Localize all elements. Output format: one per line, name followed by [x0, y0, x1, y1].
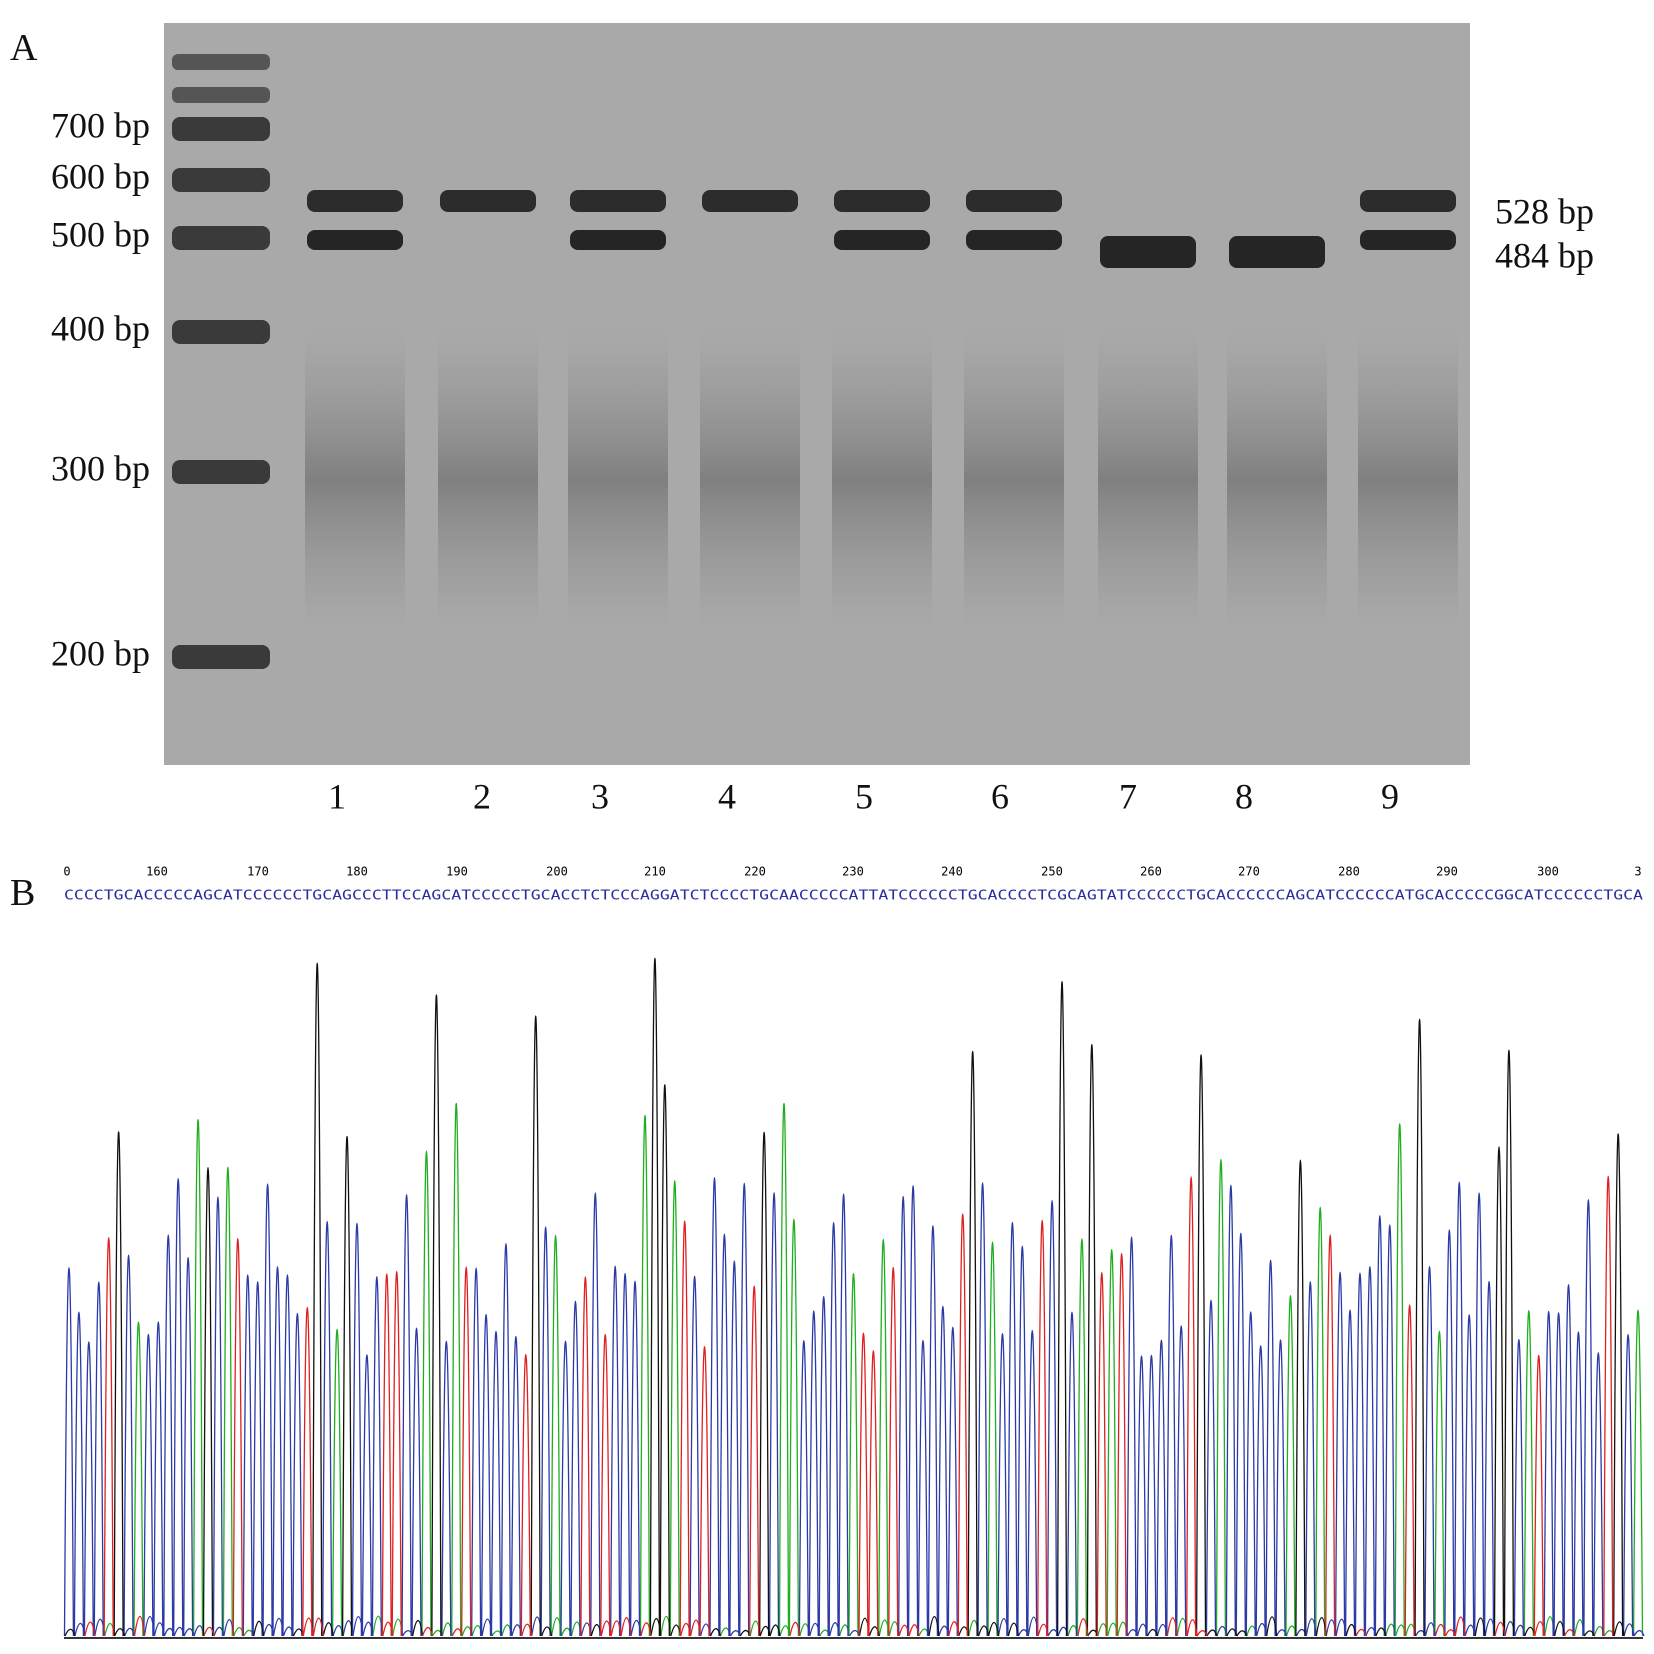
- ruler-label: 280: [1338, 865, 1360, 879]
- ladder-label: 700 bp: [51, 105, 150, 145]
- band: [1360, 190, 1456, 212]
- gel-lanes: [172, 54, 1458, 669]
- lane-smear: [1098, 330, 1198, 630]
- band: [307, 230, 403, 250]
- ladder-band: [172, 168, 270, 192]
- band: [570, 230, 666, 250]
- band: [702, 190, 798, 212]
- band: [570, 190, 666, 212]
- ruler-label: 180: [346, 865, 368, 879]
- lane-label: 8: [1235, 776, 1253, 816]
- ladder-band: [172, 87, 270, 103]
- ruler-label: 190: [446, 865, 468, 879]
- lane-smear: [438, 330, 538, 630]
- lane-smear: [568, 330, 668, 630]
- ladder-label: 300 bp: [51, 448, 150, 488]
- ruler-label: 240: [941, 865, 963, 879]
- lane-smear: [1358, 330, 1458, 630]
- ruler-label: 210: [644, 865, 666, 879]
- panel-label: B: [10, 872, 35, 914]
- band: [966, 230, 1062, 250]
- ladder-band: [172, 320, 270, 344]
- band: [440, 190, 536, 212]
- ruler-label: 200: [546, 865, 568, 879]
- band-label: 484 bp: [1495, 235, 1594, 275]
- ruler-label: 260: [1140, 865, 1162, 879]
- lane-label: 5: [855, 776, 873, 816]
- ruler-label: 290: [1436, 865, 1458, 879]
- ladder-label: 600 bp: [51, 156, 150, 196]
- ladder-label: 400 bp: [51, 308, 150, 348]
- lane-smear: [832, 330, 932, 630]
- trace: [104, 1102, 1644, 1637]
- ladder-label: 200 bp: [51, 633, 150, 673]
- lane-label: 1: [328, 776, 346, 816]
- trace: [64, 958, 1625, 1637]
- band: [1360, 230, 1456, 250]
- lane-smear: [1227, 330, 1327, 630]
- ruler-label: 160: [146, 865, 168, 879]
- band: [307, 190, 403, 212]
- ladder-label: 500 bp: [51, 214, 150, 254]
- ruler-label: 220: [744, 865, 766, 879]
- trace: [63, 1177, 1645, 1637]
- lane-smear: [964, 330, 1064, 630]
- lane-smear: [700, 330, 800, 630]
- ladder-band: [172, 645, 270, 669]
- ruler-label: 250: [1041, 865, 1063, 879]
- ladder-band: [172, 226, 270, 250]
- lane-label: 4: [718, 776, 736, 816]
- band: [834, 230, 930, 250]
- lane-label: 9: [1381, 776, 1399, 816]
- ladder-band: [172, 117, 270, 141]
- sequence: CCCCTGCACCCCCAGCATCCCCCCTGCAGCCCTTCCAGCA…: [64, 889, 1643, 904]
- panel-label: A: [10, 27, 38, 69]
- band-label: 528 bp: [1495, 191, 1594, 231]
- trace: [84, 1175, 1614, 1637]
- lane-label: 2: [473, 776, 491, 816]
- lane-smear: [305, 330, 405, 630]
- ladder-band: [172, 460, 270, 484]
- chromatogram: [63, 958, 1645, 1637]
- ruler-label: 170: [247, 865, 269, 879]
- band: [834, 190, 930, 212]
- ruler-label: 3: [1634, 865, 1641, 879]
- ruler-label: 300: [1537, 865, 1559, 879]
- ruler-label: 270: [1238, 865, 1260, 879]
- ruler-label: 0: [63, 865, 70, 879]
- lane-label: 7: [1119, 776, 1137, 816]
- lane-label: 6: [991, 776, 1009, 816]
- band: [1229, 236, 1325, 268]
- ruler-label: 230: [842, 865, 864, 879]
- band: [966, 190, 1062, 212]
- lane-label: 3: [591, 776, 609, 816]
- ladder-band: [172, 54, 270, 70]
- band: [1100, 236, 1196, 268]
